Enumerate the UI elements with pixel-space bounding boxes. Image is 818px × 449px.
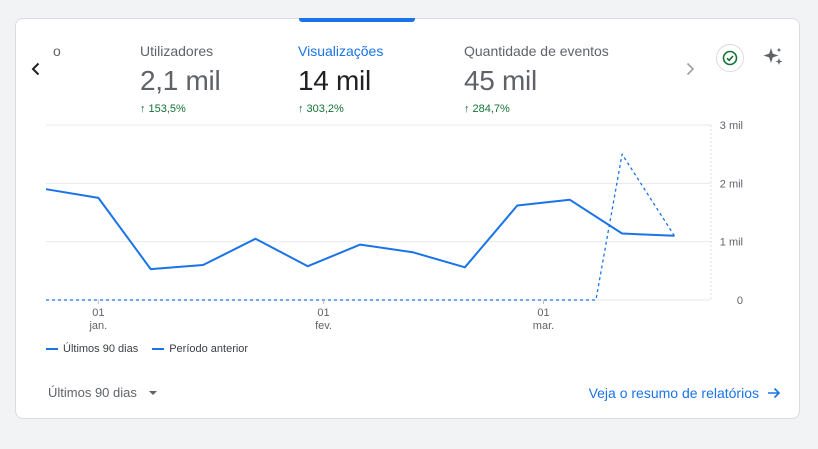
next-metric-button[interactable] bbox=[678, 57, 702, 81]
x-tick-day: 01 bbox=[317, 307, 329, 319]
series-line-previous bbox=[46, 153, 675, 301]
chevron-right-icon bbox=[686, 62, 695, 76]
chart-legend: Últimos 90 dias Período anterior bbox=[46, 343, 262, 355]
metric-change-value: 303,2% bbox=[306, 103, 344, 115]
view-reports-label: Veja o resumo de relatórios bbox=[588, 385, 759, 401]
metric-label: Utilizadores bbox=[140, 43, 214, 59]
x-tick-day: 01 bbox=[92, 307, 104, 319]
y-tick-label: 1 mil bbox=[720, 237, 743, 249]
metric-change: ↑ 153,5% bbox=[140, 103, 220, 115]
arrow-up-icon: ↑ bbox=[298, 103, 304, 115]
y-tick-label: 0 bbox=[737, 295, 743, 307]
metric-event-count[interactable]: Quantidade de eventos 45 mil ↑ 284,7% bbox=[464, 43, 609, 115]
view-reports-link[interactable]: Veja o resumo de relatórios bbox=[589, 385, 781, 401]
metric-label-partial: o bbox=[53, 43, 61, 59]
data-quality-check-button[interactable] bbox=[716, 44, 744, 72]
date-range-dropdown[interactable]: Últimos 90 dias bbox=[48, 385, 157, 400]
metric-label: Visualizações bbox=[298, 43, 384, 59]
active-tab-indicator bbox=[299, 18, 415, 22]
metric-value: 14 mil bbox=[298, 65, 371, 96]
date-range-label: Últimos 90 dias bbox=[48, 385, 137, 400]
metric-change-value: 284,7% bbox=[472, 103, 510, 115]
legend-item-current: Últimos 90 dias bbox=[46, 343, 138, 355]
dashed-line-swatch bbox=[152, 348, 165, 350]
metric-value: 2,1 mil bbox=[140, 65, 221, 96]
arrow-right-icon bbox=[767, 386, 781, 400]
metric-change-value: 153,5% bbox=[148, 103, 186, 115]
x-tick-month: jan. bbox=[88, 320, 107, 332]
metric-users[interactable]: Utilizadores 2,1 mil ↑ 153,5% bbox=[140, 43, 221, 115]
chevron-left-icon bbox=[31, 62, 40, 76]
metric-views[interactable]: Visualizações 14 mil ↑ 303,2% bbox=[298, 43, 383, 115]
legend-label: Últimos 90 dias bbox=[63, 343, 139, 355]
previous-metric-button[interactable] bbox=[24, 57, 48, 81]
legend-label: Período anterior bbox=[169, 343, 249, 355]
x-tick-month: fev. bbox=[315, 320, 332, 332]
y-tick-label: 2 mil bbox=[720, 178, 743, 190]
legend-item-previous: Período anterior bbox=[152, 343, 248, 355]
series-line-current bbox=[45, 188, 675, 271]
solid-line-swatch bbox=[46, 348, 58, 350]
x-tick-day: 01 bbox=[537, 307, 549, 319]
caret-down-icon bbox=[148, 390, 157, 395]
metric-change: ↑ 303,2% bbox=[298, 103, 383, 115]
insights-button[interactable] bbox=[760, 44, 786, 70]
x-tick-month: mar. bbox=[533, 320, 554, 332]
y-tick-label: 3 mil bbox=[720, 120, 743, 132]
metric-value: 45 mil bbox=[464, 65, 537, 96]
sparkle-icon bbox=[763, 47, 783, 65]
metric-change: ↑ 284,7% bbox=[464, 103, 609, 115]
arrow-up-icon: ↑ bbox=[140, 103, 146, 115]
overview-card: o Utilizadores 2,1 mil ↑ 153,5% Visualiz… bbox=[15, 18, 800, 419]
arrow-up-icon: ↑ bbox=[464, 103, 470, 115]
metric-label: Quantidade de eventos bbox=[464, 43, 609, 59]
check-circle-icon bbox=[722, 50, 738, 66]
